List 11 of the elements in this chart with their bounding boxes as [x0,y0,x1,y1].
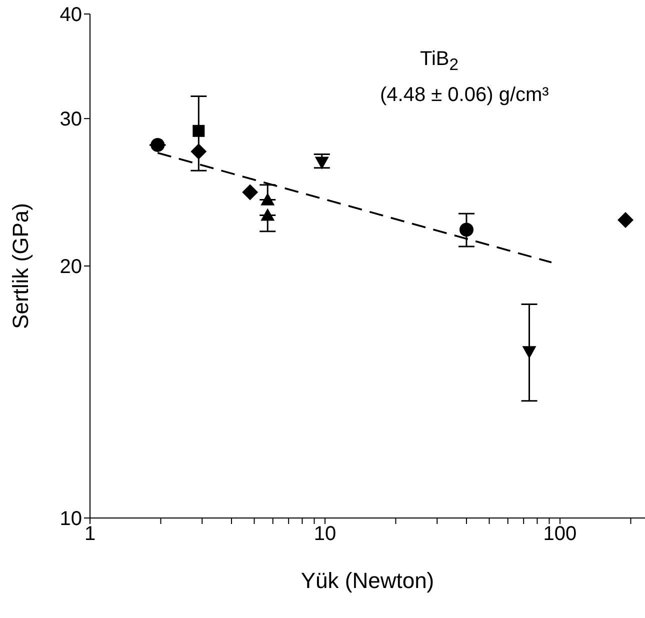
y-tick-label: 30 [60,108,82,131]
x-tick-label: 10 [314,523,336,546]
annotation: TiB$_{2}$ [420,47,460,76]
y-tick-label: 10 [60,508,82,530]
x-tick-label: 100 [543,523,577,546]
annotation: (4.48 ± 0.06) g/cm³ [380,83,549,108]
y-tick-label: 20 [60,256,82,278]
y-tick-label: 40 [60,4,82,26]
y-axis-title: Sertlik (GPa) [8,203,33,329]
x-axis-title: Yük (Newton) [300,568,434,593]
x-tick-label: 1 [84,523,96,546]
